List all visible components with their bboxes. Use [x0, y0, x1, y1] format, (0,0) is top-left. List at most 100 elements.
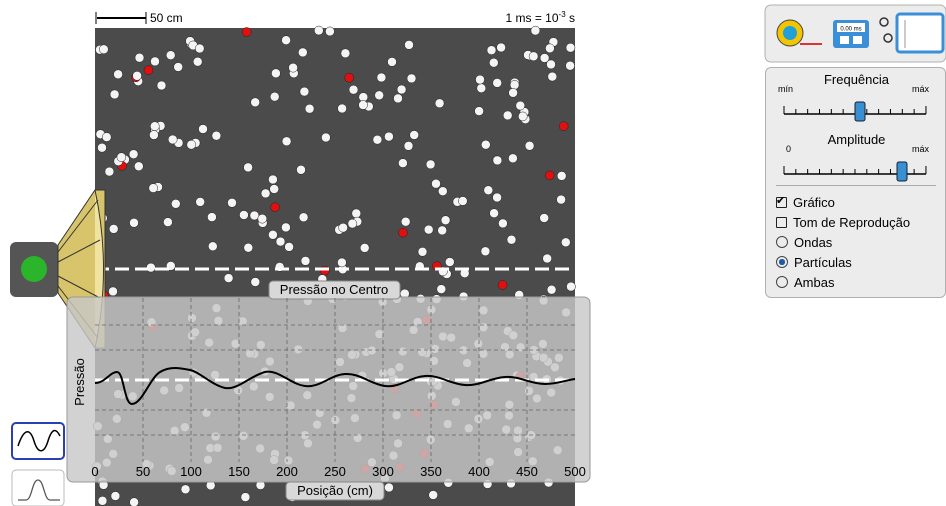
particle — [445, 257, 455, 267]
particle — [565, 60, 575, 71]
particle — [384, 482, 394, 493]
particle — [515, 100, 526, 111]
particle — [113, 69, 123, 80]
amplitude-slider[interactable] — [782, 158, 932, 187]
frequency-slider[interactable] — [782, 98, 932, 127]
particle — [425, 159, 436, 170]
x-tick-label: 250 — [324, 464, 346, 479]
x-tick-labels: 0 50 100 150 200 250 300 350 400 450 500 — [91, 464, 585, 479]
particle — [440, 215, 451, 225]
particle — [171, 199, 181, 209]
particle — [344, 73, 354, 83]
particle — [167, 134, 178, 145]
particle — [143, 65, 154, 75]
x-tick-label: 300 — [372, 464, 394, 479]
slider-thumb — [896, 161, 908, 182]
particle — [545, 43, 555, 54]
particle — [250, 277, 261, 287]
particle — [396, 84, 407, 95]
pressure-curve — [94, 367, 576, 406]
particle — [358, 92, 369, 102]
particle — [194, 43, 205, 54]
radio-button — [776, 236, 788, 248]
particle — [249, 210, 260, 221]
checkbox-row[interactable]: Tom de Reprodução — [776, 212, 910, 232]
x-tick-label: 400 — [468, 464, 490, 479]
particle — [269, 184, 279, 194]
time-scale: 1 ms = 10-3 s — [506, 10, 576, 25]
frequency-label: Frequência — [823, 72, 890, 87]
radio-row[interactable]: Ambas — [776, 272, 910, 292]
particle — [163, 217, 173, 227]
particle — [431, 178, 441, 189]
slider-track — [783, 101, 927, 122]
radio-label: Partículas — [794, 254, 852, 270]
particle — [260, 188, 271, 199]
particle — [497, 280, 508, 290]
measuring-tape-tool[interactable] — [776, 19, 822, 47]
radio-label: Ambas — [794, 274, 835, 290]
particle — [387, 57, 397, 67]
x-label-tab — [285, 481, 385, 501]
scale-length: 50 cm — [150, 11, 183, 25]
particle — [288, 62, 298, 73]
particle — [483, 185, 494, 195]
particle — [475, 74, 485, 85]
checkbox-label: Gráfico — [793, 194, 835, 210]
particle — [192, 56, 203, 67]
radio-row[interactable]: Ondas — [776, 232, 910, 252]
particle — [299, 86, 310, 97]
graph-grid — [95, 298, 575, 462]
particle — [428, 490, 438, 500]
checkbox-row[interactable]: Gráfico — [776, 192, 910, 212]
particle — [116, 152, 127, 162]
particle — [489, 57, 499, 68]
x-axis-label: Posição (cm) — [297, 483, 373, 498]
particle — [496, 42, 506, 53]
particle — [474, 106, 484, 116]
particle — [481, 139, 491, 150]
particle — [359, 243, 370, 253]
stopwatch-tool[interactable]: 0.00 ms — [833, 20, 869, 48]
x-tick-label: 200 — [276, 464, 298, 479]
particle — [518, 111, 528, 122]
frequency-max: máx — [912, 84, 930, 94]
radio-button — [776, 256, 788, 268]
radio-row[interactable]: Partículas — [776, 252, 910, 272]
checkbox-label: Tom de Reprodução — [793, 214, 911, 230]
checkbox — [776, 216, 787, 228]
particle — [400, 216, 411, 227]
particle — [539, 53, 550, 63]
particle — [539, 213, 549, 223]
graph-tool[interactable] — [879, 12, 945, 54]
particle — [458, 196, 468, 206]
slider-track — [783, 161, 927, 182]
x-tick-label: 450 — [516, 464, 538, 479]
frequency-min: mín — [778, 84, 794, 94]
particle — [480, 246, 491, 257]
particle — [337, 257, 347, 268]
particle — [129, 218, 139, 228]
graph-title-tab — [268, 280, 401, 300]
particle — [284, 242, 294, 252]
y-axis-label: Pressão — [72, 358, 87, 406]
particle — [476, 83, 487, 93]
particle — [296, 165, 306, 175]
particle — [374, 90, 384, 101]
x-tick-label: 50 — [136, 464, 150, 479]
pulse-wave-button[interactable] — [11, 469, 65, 506]
particle — [486, 45, 497, 55]
sine-icon — [17, 429, 61, 452]
particle — [304, 103, 315, 114]
particle — [281, 35, 291, 45]
particle — [438, 186, 448, 196]
divider — [776, 185, 936, 186]
particle — [556, 194, 566, 205]
particle — [243, 242, 254, 253]
control-panel: Frequência mín máx Amplitude 0 máx Gráfi… — [765, 67, 946, 298]
speaker-button[interactable] — [21, 256, 47, 282]
particle — [156, 80, 167, 91]
particle — [104, 166, 115, 177]
amplitude-label: Amplitude — [827, 132, 886, 147]
particle — [110, 491, 121, 501]
